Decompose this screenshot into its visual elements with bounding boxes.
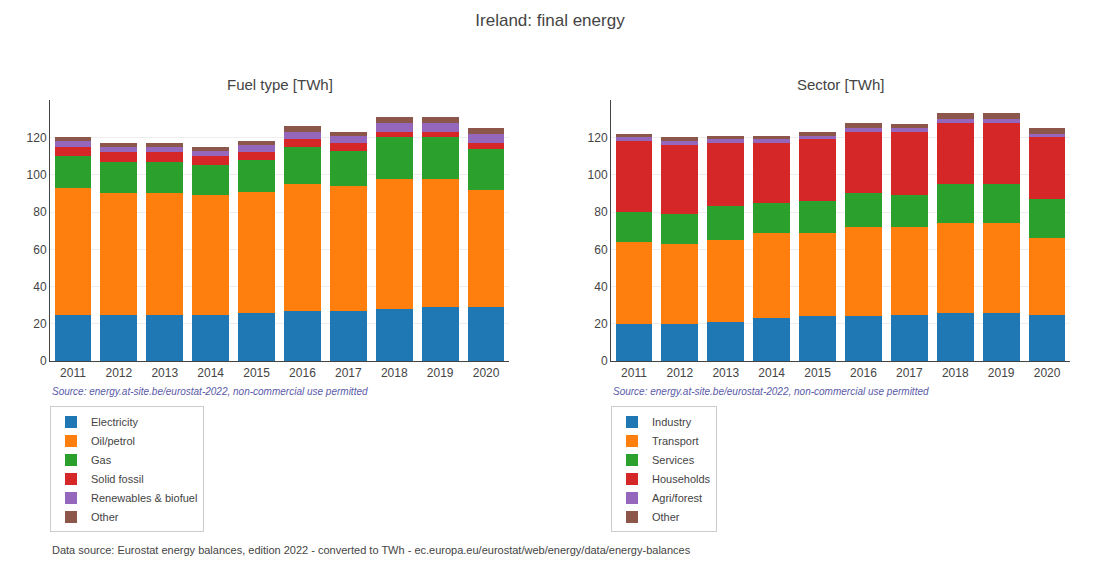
svg-text:Households: Households	[652, 473, 711, 485]
svg-text:Data source: Eurostat energy b: Data source: Eurostat energy balances, e…	[52, 544, 691, 556]
svg-text:2011: 2011	[621, 366, 647, 380]
svg-text:Industry: Industry	[652, 416, 692, 428]
svg-text:2018: 2018	[942, 366, 969, 380]
svg-text:40: 40	[33, 280, 47, 294]
svg-text:2015: 2015	[243, 366, 270, 380]
svg-text:100: 100	[27, 168, 47, 182]
svg-text:2012: 2012	[666, 366, 693, 380]
svg-text:Other: Other	[652, 511, 680, 523]
svg-text:2017: 2017	[335, 366, 362, 380]
svg-text:20: 20	[594, 317, 608, 331]
svg-text:2019: 2019	[427, 366, 454, 380]
svg-text:2014: 2014	[197, 366, 224, 380]
svg-text:2018: 2018	[381, 366, 408, 380]
svg-text:Services: Services	[652, 454, 695, 466]
svg-text:Electricity: Electricity	[91, 416, 139, 428]
svg-text:Sector [TWh]: Sector [TWh]	[797, 76, 885, 93]
svg-text:80: 80	[33, 205, 47, 219]
svg-text:2020: 2020	[1034, 366, 1061, 380]
svg-text:2020: 2020	[473, 366, 500, 380]
svg-text:40: 40	[594, 280, 608, 294]
svg-text:Oil/petrol: Oil/petrol	[91, 435, 135, 447]
svg-text:60: 60	[33, 243, 47, 257]
svg-text:80: 80	[594, 205, 608, 219]
svg-text:2016: 2016	[850, 366, 877, 380]
svg-text:2011: 2011	[60, 366, 86, 380]
svg-text:Renewables & biofuel: Renewables & biofuel	[91, 492, 197, 504]
svg-text:Ireland: final energy: Ireland: final energy	[475, 11, 625, 30]
svg-text:2015: 2015	[804, 366, 831, 380]
svg-text:2012: 2012	[105, 366, 132, 380]
svg-text:20: 20	[33, 317, 47, 331]
svg-text:2016: 2016	[289, 366, 316, 380]
svg-text:Source: energy.at-site.be/euro: Source: energy.at-site.be/eurostat-2022,…	[613, 386, 929, 397]
svg-text:2013: 2013	[151, 366, 178, 380]
svg-text:Fuel type [TWh]: Fuel type [TWh]	[227, 76, 333, 93]
svg-text:100: 100	[588, 168, 608, 182]
svg-text:2019: 2019	[988, 366, 1015, 380]
svg-text:2014: 2014	[758, 366, 785, 380]
svg-text:Source: energy.at-site.be/euro: Source: energy.at-site.be/eurostat-2022,…	[52, 386, 368, 397]
svg-text:120: 120	[588, 131, 608, 145]
svg-text:0: 0	[601, 354, 608, 368]
svg-text:Agri/forest: Agri/forest	[652, 492, 702, 504]
svg-text:Transport: Transport	[652, 435, 699, 447]
svg-text:Gas: Gas	[91, 454, 112, 466]
svg-text:2017: 2017	[896, 366, 923, 380]
svg-text:120: 120	[27, 131, 47, 145]
svg-text:Solid fossil: Solid fossil	[91, 473, 144, 485]
svg-text:60: 60	[594, 243, 608, 257]
svg-text:Other: Other	[91, 511, 119, 523]
svg-text:2013: 2013	[712, 366, 739, 380]
svg-text:0: 0	[40, 354, 47, 368]
